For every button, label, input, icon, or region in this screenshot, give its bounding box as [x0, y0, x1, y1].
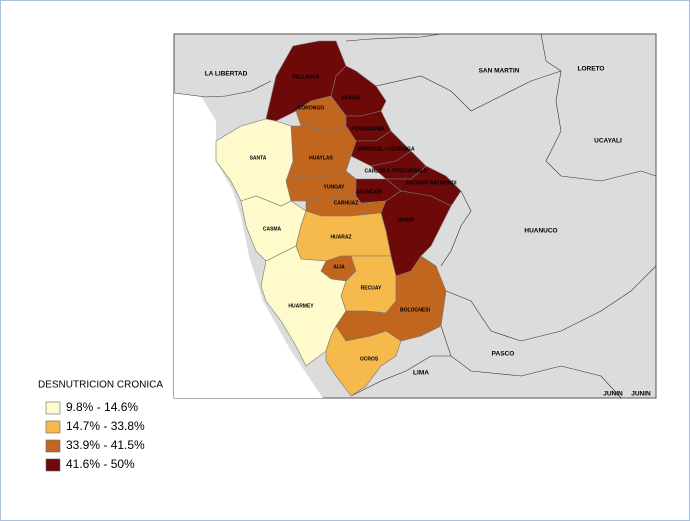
border: [345, 33, 442, 42]
province-label: YUNGAY: [324, 184, 346, 190]
labels: PALLASCA SIHUAS CORONGO POMABAMBA MARISCAL L…: [205, 66, 651, 398]
province-label: HUARAZ: [330, 234, 351, 240]
province-label: MARISCAL LUZURIAGA: [357, 146, 415, 152]
legend: DESNUTRICION CRONICA 9.8% - 14.6% 14.7% -…: [38, 380, 163, 472]
province-label: SANTA: [250, 155, 267, 161]
border: [440, 190, 472, 267]
legend-label: 41.6% - 50%: [66, 457, 135, 471]
region-label: LIMA: [413, 370, 429, 377]
legend-swatch: [45, 439, 61, 453]
province-label: BOLOGNESI: [400, 307, 431, 313]
province-label: SIHUAS: [342, 95, 362, 101]
province-label: HUARI: [398, 217, 414, 223]
province: [215, 118, 294, 207]
region-label: JUNIN: [631, 391, 651, 398]
legend-label: 14.7% - 33.8%: [66, 419, 145, 433]
province-label: POMABAMBA: [351, 126, 385, 132]
region-label: HUANUCO: [524, 228, 557, 235]
province: [325, 325, 402, 397]
province-label: CASMA: [263, 226, 282, 232]
region-label: LA LIBERTAD: [205, 71, 248, 78]
province-label: OCROS: [360, 356, 379, 362]
border: [540, 33, 657, 182]
province-label: HUARMEY: [288, 303, 314, 309]
provinces: [215, 40, 462, 397]
province-label: ANTONIO RAYMONDI: [405, 180, 457, 186]
region-label: PASCO: [492, 351, 515, 358]
province-label: RECUAY: [361, 285, 382, 291]
province-label: CARLOS F. FITZCARRALD: [364, 168, 427, 174]
region-label: SAN MARTIN: [479, 68, 520, 75]
legend-swatch: [45, 458, 61, 472]
border: [173, 80, 272, 98]
province-label: CORONGO: [298, 105, 325, 111]
borders: [173, 33, 657, 399]
legend-title: DESNUTRICION CRONICA: [38, 380, 163, 391]
province-label: HUAYLAS: [309, 155, 333, 161]
legend-swatch: [45, 401, 61, 415]
sea: [174, 93, 323, 398]
region-label: UCAYALI: [594, 138, 622, 145]
province-label: CARHUAZ: [334, 200, 359, 206]
border: [375, 70, 562, 112]
legend-label: 33.9% - 41.5%: [66, 438, 145, 452]
border: [350, 355, 451, 397]
legend-swatch: [45, 420, 61, 434]
region-label: LORETO: [578, 66, 605, 73]
region-label: JUNIN: [603, 391, 623, 398]
province-label: AIJA: [333, 264, 345, 270]
province-label: ASUNCION: [356, 189, 383, 195]
province-label: PALLASCA: [293, 74, 320, 80]
legend-label: 9.8% - 14.6%: [66, 400, 138, 414]
border: [445, 265, 657, 342]
